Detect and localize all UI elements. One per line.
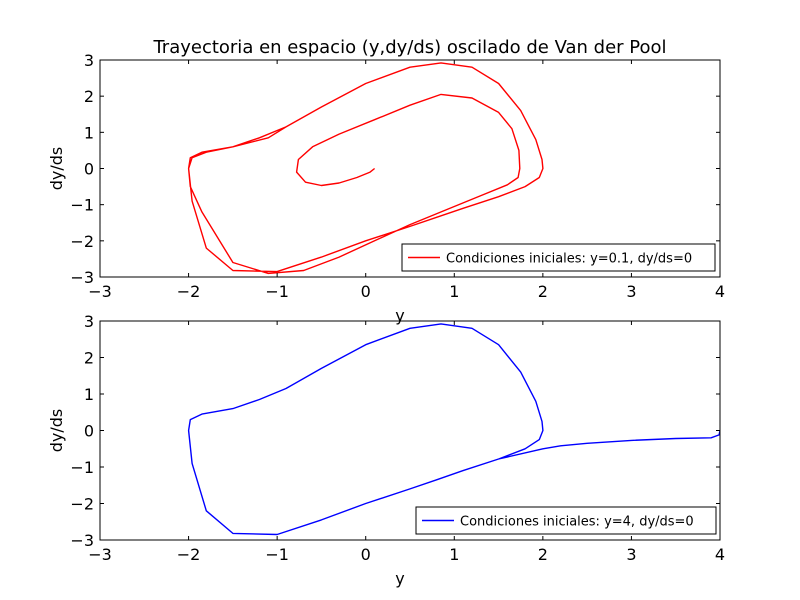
- figure-title: Trayectoria en espacio (y,dy/ds) oscilad…: [152, 37, 666, 58]
- x-tick-label: 0: [361, 282, 371, 301]
- legend-label: Condiciones iniciales: y=4, dy/ds=0: [460, 515, 694, 530]
- legend: Condiciones iniciales: y=4, dy/ds=0: [415, 506, 717, 535]
- y-tick-label: 2: [84, 87, 94, 106]
- subplot-top: −3 −2 −1 0 1 2 3 4 −3 −2 −1 0 1 2 3 y dy/ds Condiciones i…: [47, 51, 725, 325]
- x-tick-label: −1: [265, 282, 289, 301]
- x-tick-label: −2: [177, 282, 201, 301]
- y-tick-label: −2: [70, 495, 94, 514]
- y-axis-label: dy/ds: [47, 409, 66, 453]
- y-tick-label: −1: [70, 196, 94, 215]
- x-tick-label: 0: [361, 545, 371, 564]
- subplot-bottom: −3 −2 −1 0 1 2 3 4 −3 −2 −1 0 1 2 3 y dy/ds Condiciones i…: [47, 312, 725, 588]
- x-tick-label: 1: [449, 545, 459, 564]
- y-tick-label: 1: [84, 123, 94, 142]
- y-axis-label: dy/ds: [47, 147, 66, 191]
- x-tick-label: 2: [538, 545, 548, 564]
- y-tick-label: 1: [84, 385, 94, 404]
- x-tick-label: 3: [626, 282, 636, 301]
- x-tick-label: 3: [626, 545, 636, 564]
- legend: Condiciones iniciales: y=0.1, dy/ds=0: [401, 243, 716, 272]
- x-tick-label: −2: [177, 545, 201, 564]
- y-tick-label: −3: [70, 531, 94, 550]
- y-tick-label: −1: [70, 458, 94, 477]
- x-tick-label: −1: [265, 545, 289, 564]
- x-tick-label: 2: [538, 282, 548, 301]
- x-axis-label: y: [395, 569, 404, 588]
- x-tick-label: −3: [88, 282, 112, 301]
- x-axis-label: y: [395, 306, 404, 325]
- y-tick-label: 3: [84, 51, 94, 70]
- x-tick-label: 1: [449, 282, 459, 301]
- y-tick-label: −2: [70, 232, 94, 251]
- y-tick-label: 0: [84, 160, 94, 179]
- series-line-0: [187, 323, 720, 536]
- series-line-0: [187, 62, 544, 275]
- y-tick-label: 0: [84, 422, 94, 441]
- legend-label: Condiciones iniciales: y=0.1, dy/ds=0: [446, 252, 692, 267]
- y-tick-label: −3: [70, 268, 94, 287]
- x-tick-label: 4: [715, 282, 725, 301]
- y-tick-label: 3: [84, 312, 94, 331]
- x-tick-label: 4: [715, 545, 725, 564]
- y-tick-label: 2: [84, 349, 94, 368]
- x-tick-label: −3: [88, 545, 112, 564]
